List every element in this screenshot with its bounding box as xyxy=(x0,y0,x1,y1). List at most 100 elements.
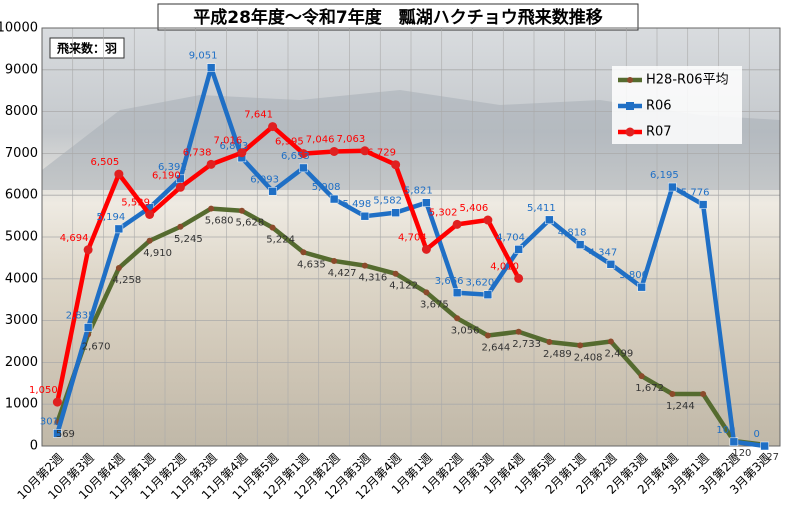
y-tick-label: 7000 xyxy=(5,146,38,161)
value-label: 4,704 xyxy=(496,232,525,243)
y-label-box xyxy=(49,37,125,59)
marker xyxy=(392,270,399,277)
value-label: 2,670 xyxy=(82,341,111,352)
value-label: 5,411 xyxy=(527,203,556,214)
value-label: 5,224 xyxy=(266,235,295,246)
value-label: 4,347 xyxy=(589,247,618,258)
value-label: 5,628 xyxy=(236,218,265,229)
marker xyxy=(575,240,585,249)
value-label: 4,818 xyxy=(558,228,587,239)
value-label: 1,672 xyxy=(635,383,664,394)
value-label: 7,046 xyxy=(306,134,335,145)
marker xyxy=(329,194,339,204)
value-label: 2,489 xyxy=(543,349,572,360)
legend-label: R06 xyxy=(646,99,672,114)
marker xyxy=(237,148,247,158)
value-label: 569 xyxy=(56,429,75,440)
value-label: 3,056 xyxy=(451,325,480,336)
value-label: 2,499 xyxy=(605,349,634,360)
marker xyxy=(452,288,462,298)
marker xyxy=(177,223,184,230)
marker xyxy=(83,245,93,255)
y-axis-label: 飛来数：羽 xyxy=(56,41,117,56)
value-label: 4,122 xyxy=(389,281,418,292)
marker xyxy=(360,211,370,221)
series-line xyxy=(55,124,521,403)
plot-border xyxy=(41,27,781,447)
series-line xyxy=(55,206,765,448)
value-label: 6,729 xyxy=(367,148,396,159)
y-tick-label: 0 xyxy=(30,439,38,454)
marker xyxy=(514,273,524,283)
marker xyxy=(700,391,707,398)
marker xyxy=(546,338,553,345)
legend-marker xyxy=(627,77,633,83)
value-label: 6,190 xyxy=(152,170,181,181)
value-label: 3,800 xyxy=(619,270,648,281)
value-label: 4,258 xyxy=(113,275,142,286)
marker xyxy=(545,215,554,225)
value-label: 4,316 xyxy=(359,273,388,284)
value-label: 5,908 xyxy=(312,182,341,193)
marker xyxy=(146,237,153,244)
value-label: 2,408 xyxy=(574,352,603,363)
marker xyxy=(422,198,431,207)
value-label: 7,016 xyxy=(214,136,243,147)
value-label: 4,427 xyxy=(328,268,357,279)
value-label: 5,680 xyxy=(205,216,234,227)
value-label: 4,010 xyxy=(490,261,519,272)
value-label: 6,093 xyxy=(250,174,279,185)
value-label: 4,910 xyxy=(143,248,172,259)
marker xyxy=(668,182,677,192)
value-label: 5,194 xyxy=(97,212,126,223)
marker xyxy=(484,332,491,339)
marker xyxy=(729,437,739,447)
title-box xyxy=(157,3,639,31)
marker xyxy=(268,122,278,132)
marker xyxy=(83,323,93,332)
value-label: 2,733 xyxy=(512,339,541,350)
value-label: 100 xyxy=(716,425,735,436)
marker xyxy=(577,342,584,349)
value-label: 5,245 xyxy=(174,234,203,245)
marker xyxy=(238,207,245,214)
value-label: 0 xyxy=(753,429,759,440)
marker xyxy=(299,163,308,173)
marker xyxy=(483,290,493,299)
marker xyxy=(268,187,277,196)
marker xyxy=(361,262,368,269)
value-label: 27 xyxy=(766,452,779,463)
value-label: 2,644 xyxy=(482,342,511,353)
legend-marker xyxy=(625,127,635,137)
y-tick-label: 4000 xyxy=(5,271,38,286)
value-label: 5,821 xyxy=(404,186,433,197)
y-tick-label: 10000 xyxy=(0,21,38,36)
value-label: 5,302 xyxy=(429,207,458,218)
value-label: 7,641 xyxy=(244,110,273,121)
chart-title: 平成28年度～令和7年度 瓢湖ハクチョウ飛来数推移 xyxy=(193,7,603,28)
y-tick-label: 5000 xyxy=(5,230,38,245)
value-label: 6,995 xyxy=(275,137,304,148)
value-label: 5,406 xyxy=(460,203,489,214)
value-label: 301 xyxy=(40,416,59,427)
value-label: 6,505 xyxy=(91,157,120,168)
marker xyxy=(606,260,616,269)
y-tick-label: 1000 xyxy=(5,397,38,412)
marker xyxy=(391,208,400,217)
y-tick-label: 9000 xyxy=(5,62,38,77)
marker xyxy=(206,63,216,72)
marker xyxy=(175,182,185,192)
y-tick-label: 8000 xyxy=(5,104,38,119)
value-label: 3,666 xyxy=(435,276,464,287)
marker xyxy=(669,391,676,398)
marker xyxy=(206,159,216,169)
marker xyxy=(114,224,124,234)
marker xyxy=(514,245,523,254)
marker xyxy=(331,257,338,264)
value-label: 7,063 xyxy=(337,134,366,145)
marker xyxy=(208,205,215,212)
value-label: 6,653 xyxy=(281,151,310,162)
value-label: 4,704 xyxy=(398,232,427,243)
marker xyxy=(329,146,339,156)
